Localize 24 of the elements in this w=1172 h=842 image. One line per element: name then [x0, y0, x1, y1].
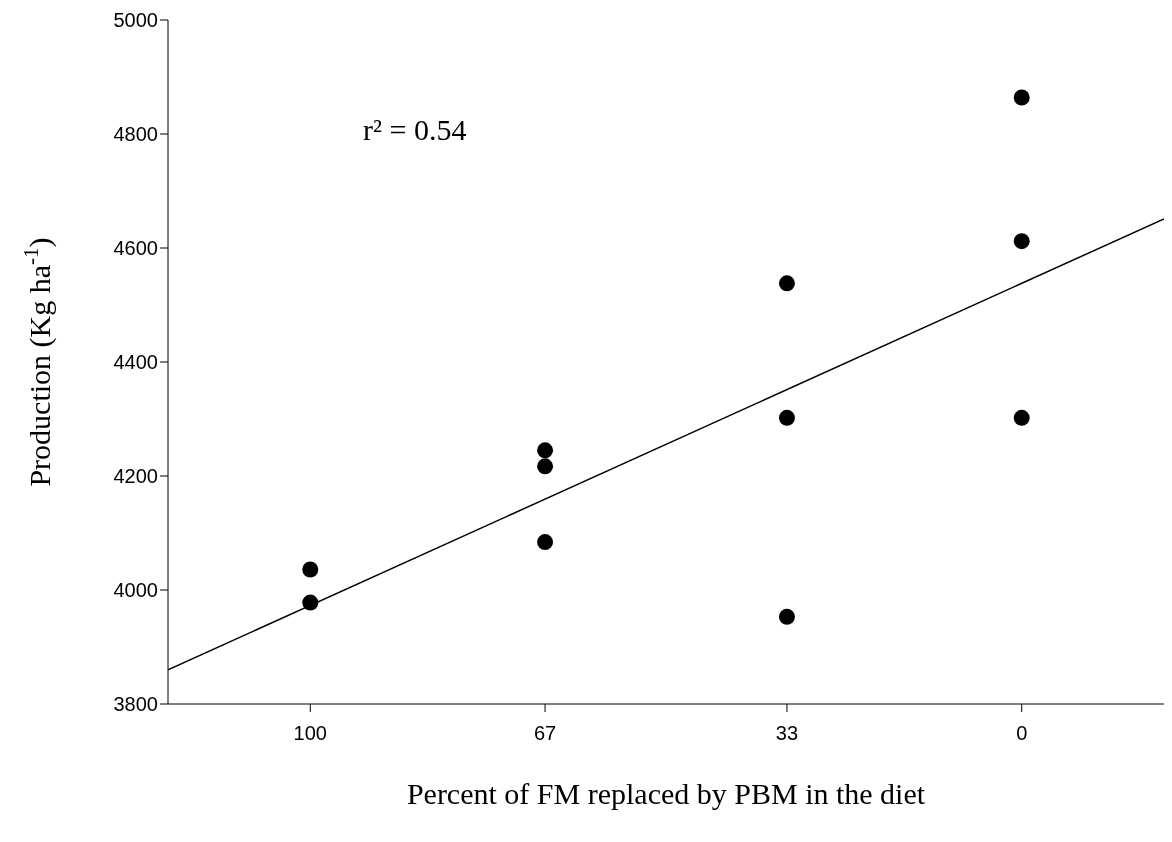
- y-tick-label: 4200: [113, 465, 158, 488]
- point: [1013, 409, 1030, 426]
- x-tick-label: 100: [293, 722, 327, 745]
- y-tick-label: 4400: [113, 351, 158, 374]
- point: [537, 442, 554, 459]
- annotation: r² = 0.54: [363, 113, 467, 147]
- x-tick-label: 33: [775, 722, 799, 745]
- point: [302, 561, 319, 578]
- point: [1013, 233, 1030, 250]
- point: [537, 458, 554, 475]
- point: [778, 409, 795, 426]
- y-tick-label: 4000: [113, 579, 158, 602]
- point: [302, 594, 319, 611]
- point: [778, 275, 795, 292]
- point: [537, 534, 554, 551]
- x-axis-title: Percent of FM replaced by PBM in the diet: [406, 777, 926, 810]
- x-tick-label: 67: [533, 722, 557, 745]
- y-tick-label: 5000: [113, 9, 158, 32]
- y-tick-label: 4600: [113, 237, 158, 260]
- x-tick-label: 0: [1016, 722, 1028, 745]
- point: [778, 608, 795, 625]
- y-tick-label: 4800: [113, 123, 158, 146]
- point: [1013, 89, 1030, 106]
- y-tick-label: 3800: [113, 693, 158, 716]
